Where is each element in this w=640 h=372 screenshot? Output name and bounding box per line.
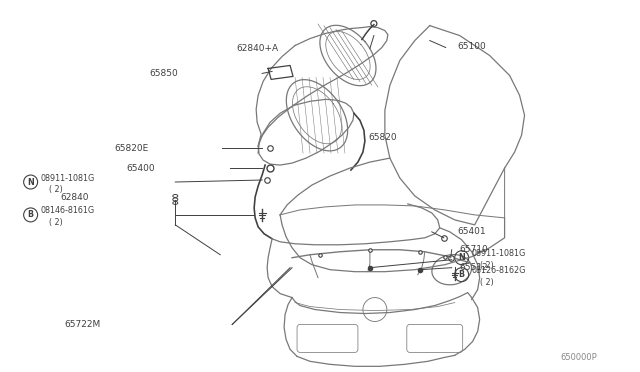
- Text: 65100: 65100: [458, 42, 486, 51]
- Text: B: B: [459, 270, 465, 279]
- Text: 08146-8161G: 08146-8161G: [40, 206, 95, 215]
- Text: B: B: [28, 211, 34, 219]
- Text: 62840+A: 62840+A: [236, 44, 278, 53]
- Text: 65400: 65400: [127, 164, 156, 173]
- Text: ( 2): ( 2): [479, 261, 493, 270]
- Text: N: N: [28, 177, 34, 186]
- Text: 650000P: 650000P: [561, 353, 597, 362]
- Text: 08126-8162G: 08126-8162G: [472, 266, 526, 275]
- Text: N: N: [458, 253, 465, 262]
- Text: ( 2): ( 2): [479, 278, 493, 287]
- Text: 65722M: 65722M: [64, 320, 100, 329]
- Text: 08911-1081G: 08911-1081G: [40, 173, 95, 183]
- Text: 08911-1081G: 08911-1081G: [472, 249, 526, 258]
- Text: 65710: 65710: [460, 245, 488, 254]
- Text: 65512: 65512: [460, 263, 488, 272]
- Text: ( 2): ( 2): [49, 218, 62, 227]
- Text: 65820: 65820: [368, 133, 397, 142]
- Text: ( 2): ( 2): [49, 186, 62, 195]
- Text: 65401: 65401: [458, 227, 486, 236]
- Text: 65850: 65850: [150, 69, 179, 78]
- Text: 65820E: 65820E: [114, 144, 148, 153]
- Text: 62840: 62840: [60, 193, 88, 202]
